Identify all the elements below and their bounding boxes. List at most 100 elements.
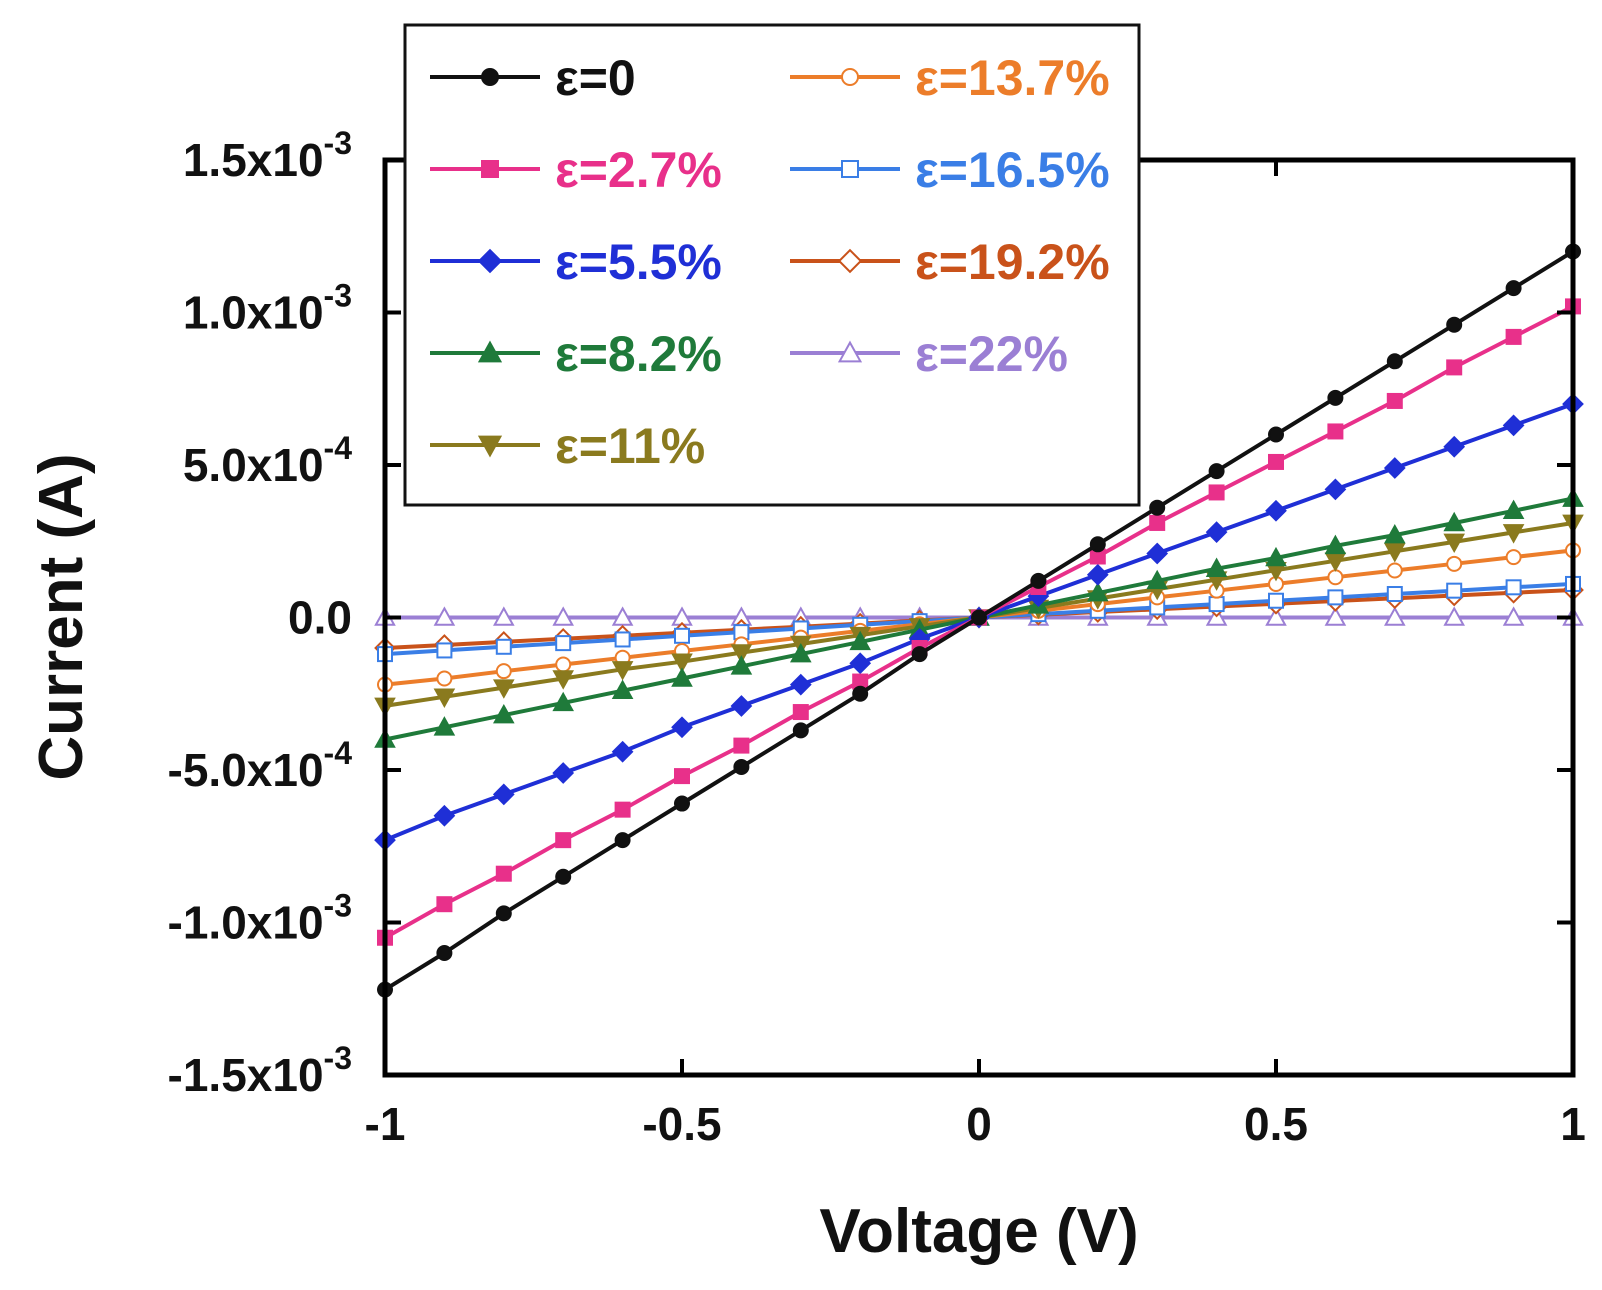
data-point: [1208, 596, 1225, 613]
data-point: [1149, 514, 1166, 531]
data-point: [1324, 606, 1347, 626]
legend-label: ε=2.7%: [555, 142, 722, 198]
data-point: [1446, 316, 1463, 333]
data-point: [1443, 533, 1465, 554]
data-point: [674, 768, 690, 785]
legend-item-6: ε=13.7%: [790, 50, 1110, 106]
data-point: [555, 656, 572, 673]
data-point: [1502, 499, 1525, 520]
data-point: [611, 661, 634, 681]
data-point: [614, 631, 631, 648]
data-point: [436, 670, 453, 687]
legend-item-9: ε=22%: [790, 326, 1068, 382]
data-point: [730, 695, 753, 717]
data-point: [495, 638, 512, 655]
legend-label: ε=0: [555, 50, 636, 106]
data-point: [436, 642, 453, 659]
data-point: [1208, 484, 1225, 501]
data-point: [971, 609, 987, 626]
data-point: [436, 945, 453, 961]
legend-swatch-marker: [837, 248, 863, 274]
legend-item-4: ε=8.2%: [430, 326, 722, 382]
data-point: [1505, 280, 1522, 297]
data-point: [1384, 606, 1406, 626]
data-point: [1327, 589, 1344, 606]
y-tick-label: 1.0x10-3: [183, 278, 352, 339]
data-point: [1030, 572, 1047, 589]
data-point: [1386, 392, 1403, 409]
data-point: [555, 868, 572, 885]
data-point: [1386, 586, 1403, 603]
legend-swatch-marker: [837, 340, 863, 363]
data-point: [433, 688, 456, 708]
data-point: [493, 606, 515, 626]
legend-item-8: ε=19.2%: [790, 234, 1110, 290]
data-point: [611, 679, 634, 699]
data-point: [1386, 562, 1403, 579]
data-point: [1265, 499, 1287, 522]
data-point: [1505, 579, 1522, 596]
legend-swatch-marker: [477, 340, 503, 363]
data-point: [555, 635, 572, 652]
data-point: [733, 737, 750, 754]
y-tick-label: 1.5x10-3: [183, 125, 352, 186]
legend-label: ε=8.2%: [555, 326, 722, 382]
data-point: [1089, 536, 1106, 553]
x-tick-label: -0.5: [642, 1098, 721, 1150]
data-point: [674, 795, 690, 812]
data-point: [733, 758, 750, 775]
legend-label: ε=5.5%: [555, 234, 722, 290]
legend-item-1: ε=0: [430, 50, 636, 106]
data-point: [1384, 543, 1406, 563]
x-axis-title: Voltage (V): [819, 1197, 1138, 1266]
data-point: [671, 653, 693, 673]
legend-swatch-marker: [481, 68, 499, 86]
data-point: [1384, 523, 1406, 544]
data-point: [792, 704, 809, 721]
data-point: [852, 685, 869, 702]
data-point: [849, 630, 871, 651]
data-point: [730, 655, 753, 675]
data-point: [790, 642, 812, 663]
data-point: [1505, 328, 1522, 345]
series-1: [377, 243, 1581, 998]
data-point: [1146, 569, 1168, 590]
y-tick-label: -5.0x10-4: [168, 735, 353, 796]
x-tick-label: 0.5: [1244, 1098, 1308, 1150]
legend: ε=0 ε=2.7% ε=5.5% ε=8.2% ε=11% ε=13.7% ε=16.5%…: [403, 23, 1141, 507]
legend-item-5: ε=11%: [430, 418, 705, 474]
y-tick-label: 0.0: [288, 592, 352, 644]
x-tick-label: 0: [966, 1098, 992, 1150]
data-point: [671, 716, 693, 739]
data-point: [1268, 453, 1284, 470]
data-point: [792, 722, 809, 739]
legend-item-3: ε=5.5%: [430, 234, 722, 290]
data-point: [1446, 359, 1463, 376]
data-point: [1327, 389, 1344, 406]
data-point: [552, 691, 574, 712]
data-point: [1268, 592, 1284, 609]
data-point: [911, 646, 928, 663]
data-point: [1443, 435, 1466, 458]
legend-swatch-marker: [481, 160, 499, 178]
data-point: [1443, 606, 1465, 626]
data-point: [1208, 463, 1225, 480]
data-point: [1386, 353, 1403, 370]
data-point: [493, 703, 515, 724]
data-point: [495, 905, 512, 922]
legend-label: ε=11%: [555, 418, 705, 474]
y-tick-label: -1.0x10-3: [168, 888, 352, 949]
data-point: [1502, 414, 1525, 437]
data-point: [552, 670, 574, 690]
data-point: [789, 673, 812, 696]
data-point: [1443, 511, 1465, 532]
data-point: [1086, 563, 1109, 586]
data-point: [555, 832, 572, 849]
data-point: [730, 644, 753, 664]
legend-label: ε=22%: [915, 326, 1068, 382]
x-tick-label: -1: [365, 1098, 406, 1150]
data-point: [611, 606, 634, 626]
legend-label: ε=13.7%: [915, 50, 1110, 106]
legend-swatch-marker: [477, 248, 503, 274]
